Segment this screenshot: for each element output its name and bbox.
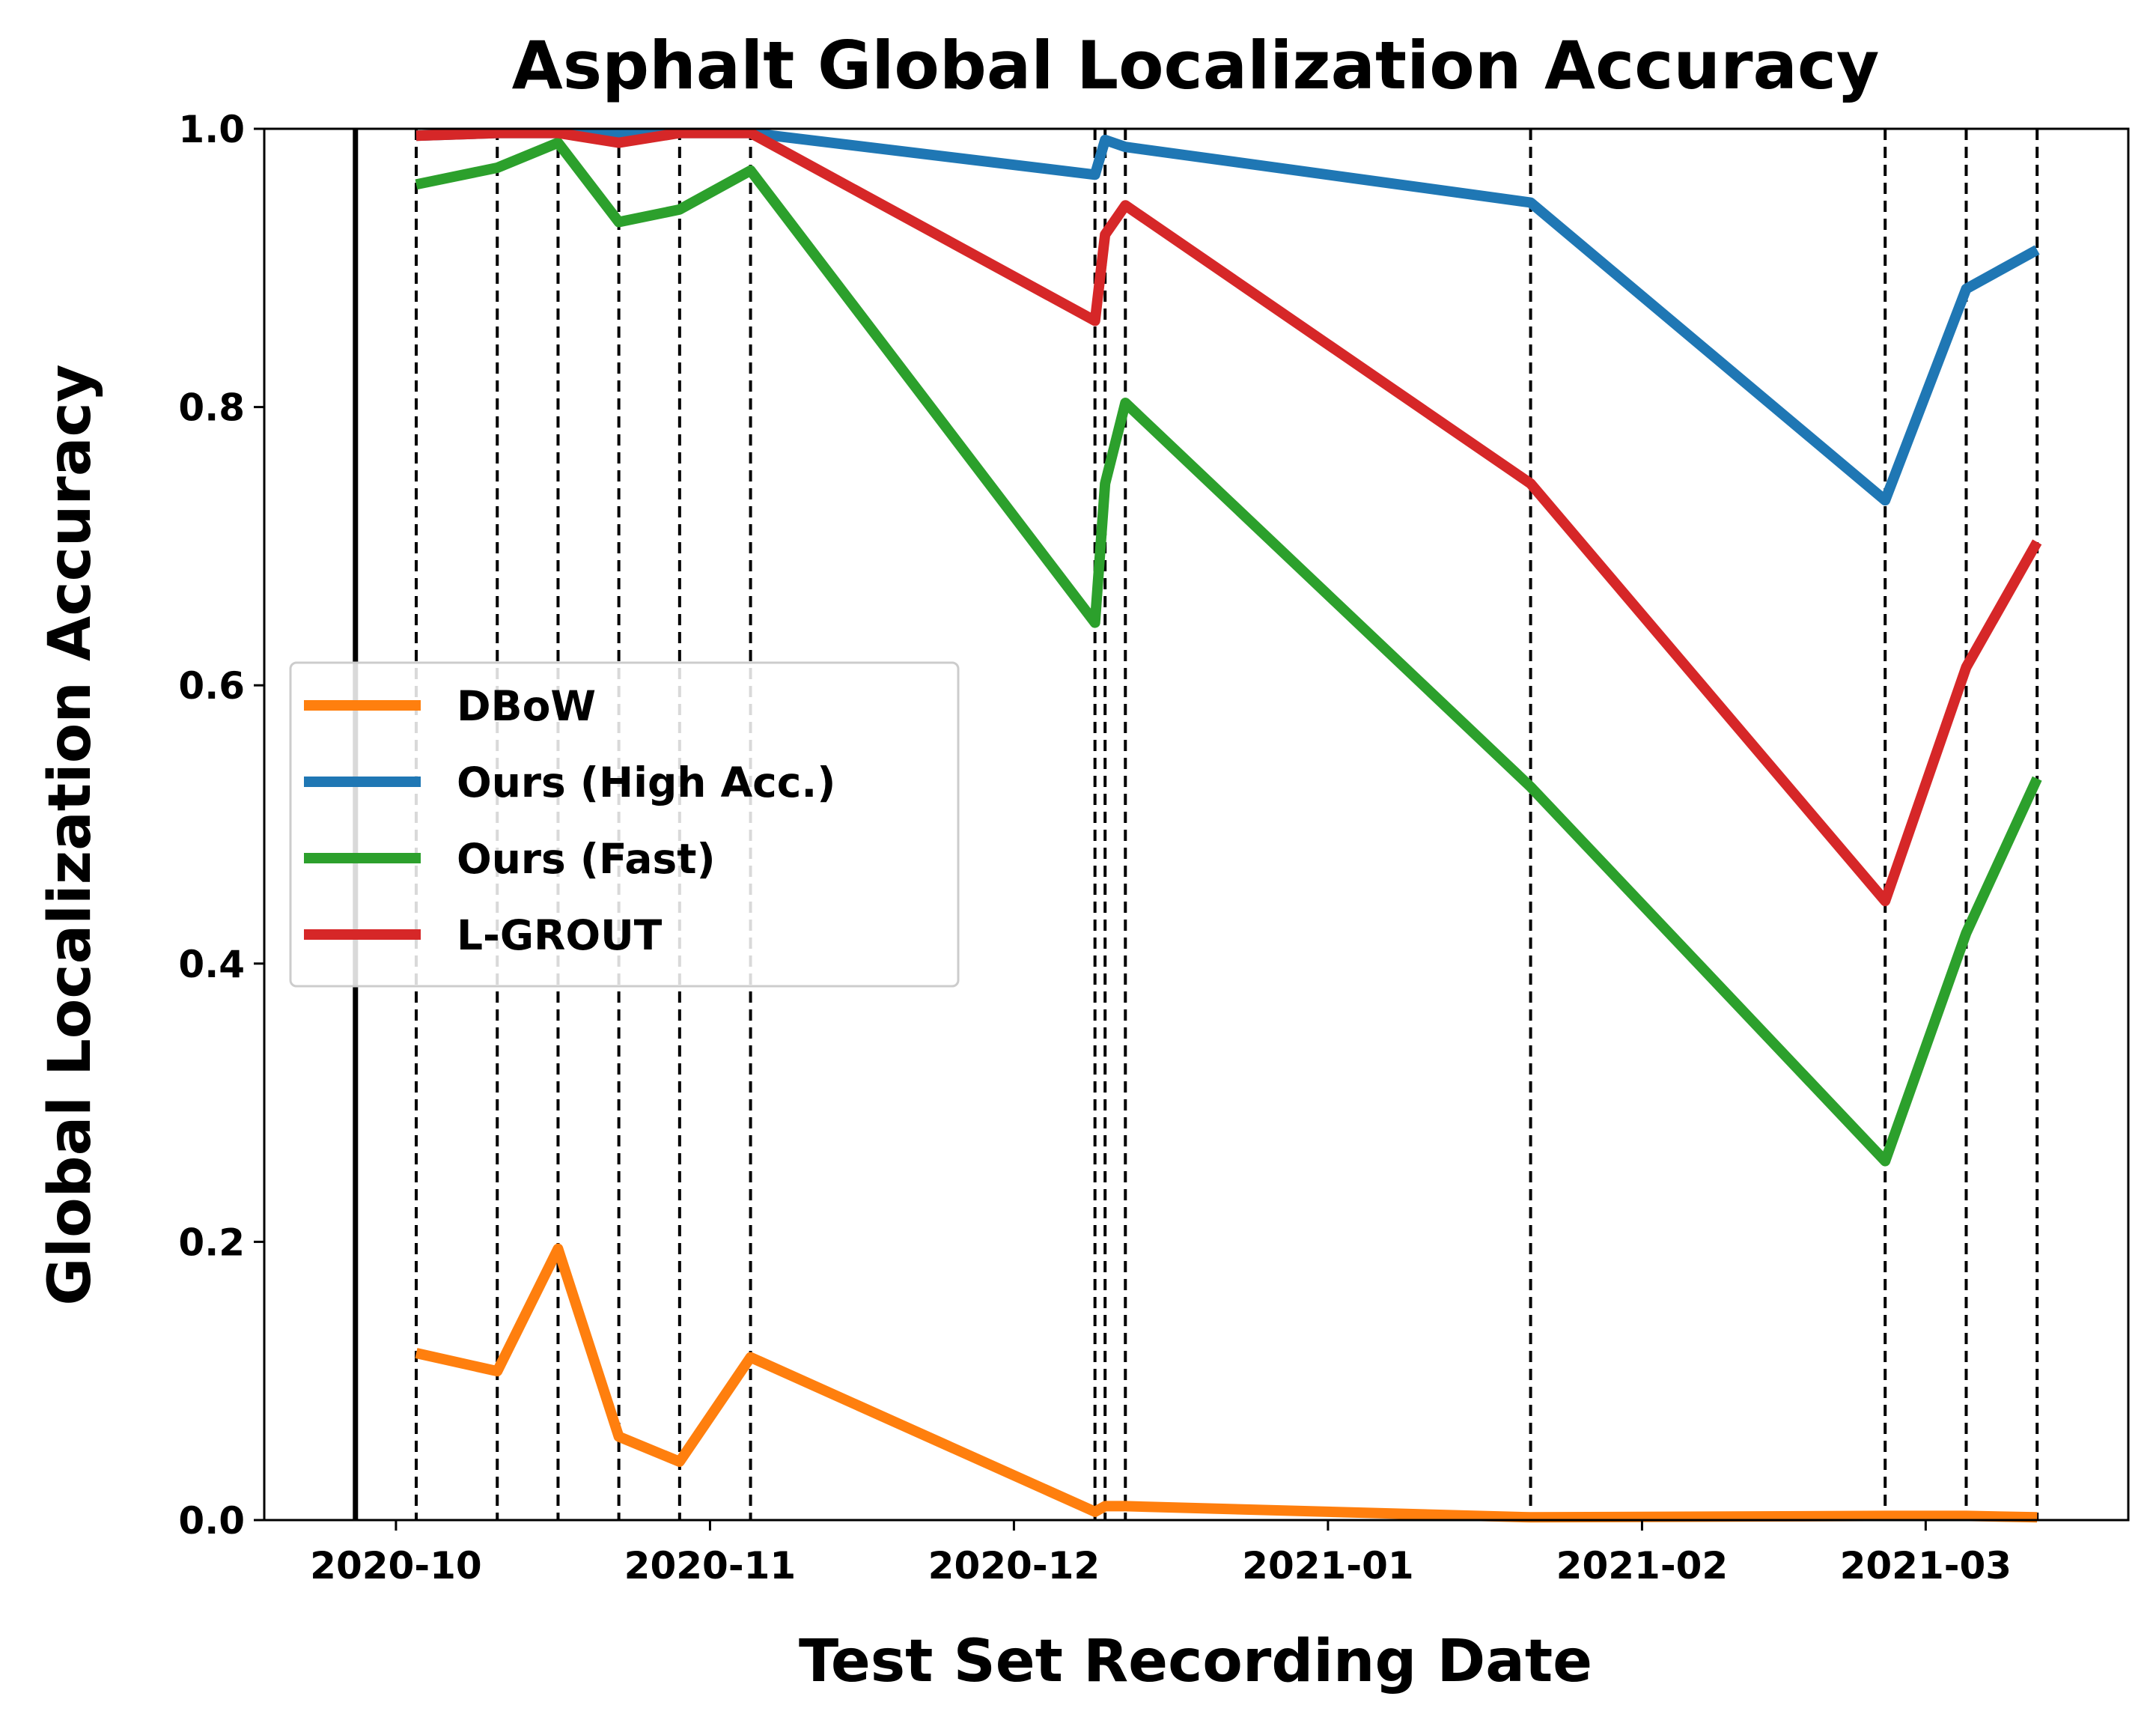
plot-frame: [263, 127, 2130, 1522]
y-tick-label: 0.6: [178, 664, 245, 708]
y-tick-label: 0.8: [178, 386, 245, 430]
legend-label: Ours (Fast): [457, 835, 716, 883]
series-line-3: [415, 127, 2042, 907]
x-tick-label: 2020-12: [928, 1544, 1100, 1587]
y-tick-label: 0.4: [178, 943, 245, 986]
x-tick-label: 2021-02: [1556, 1544, 1729, 1587]
y-tick-label: 0.2: [178, 1221, 245, 1264]
x-tick-label: 2020-10: [310, 1544, 482, 1587]
legend: DBoW Ours (High Acc.) Ours (Fast) L-GROUT: [289, 661, 960, 988]
series-line-0: [415, 1243, 2038, 1523]
legend-label: DBoW: [457, 682, 596, 730]
series-line-2: [415, 137, 2042, 1167]
x-axis-label: Test Set Recording Date: [799, 1628, 1592, 1695]
legend-label: Ours (High Acc.): [457, 759, 835, 806]
y-tick-label: 0.0: [178, 1499, 245, 1543]
x-tick-label: 2021-03: [1840, 1544, 2012, 1587]
y-axis-label: Global Localization Accuracy: [37, 364, 104, 1305]
x-tick-label: 2021-01: [1242, 1544, 1414, 1587]
plot-area: 0.0 0.2 0.4 0.6 0.8 1.0 2020-10 2020-11 2020-12 2…: [178, 108, 2130, 1587]
y-tick-label: 1.0: [178, 108, 245, 151]
chart-title: Asphalt Global Localization Accuracy: [512, 27, 1880, 104]
x-tick-label: 2020-11: [624, 1544, 797, 1587]
legend-box: [289, 661, 960, 988]
legend-label: L-GROUT: [457, 911, 663, 959]
